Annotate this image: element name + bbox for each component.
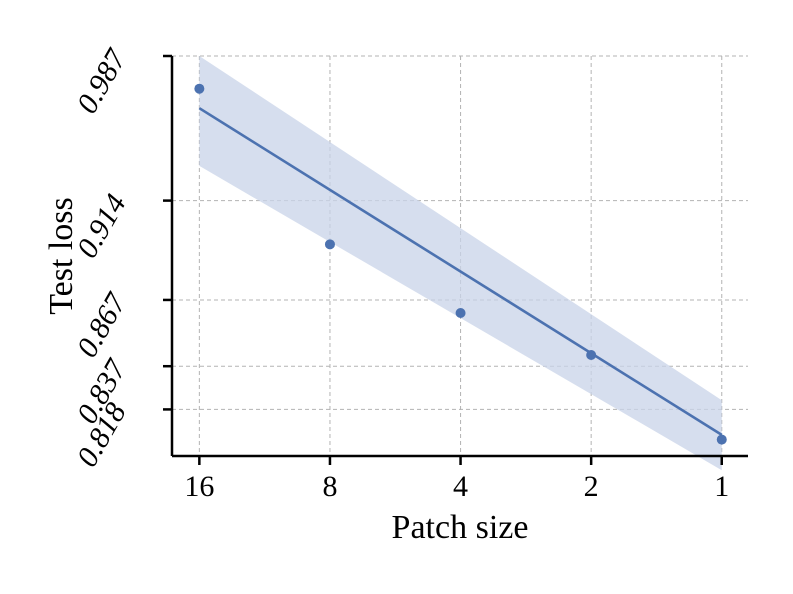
y-axis-label: Test loss xyxy=(43,197,80,315)
x-axis-label: Patch size xyxy=(392,509,529,546)
data-point-0 xyxy=(194,83,205,94)
x-tick-label: 4 xyxy=(453,470,468,503)
x-tick-label: 16 xyxy=(184,470,214,503)
confidence-band xyxy=(199,56,722,471)
x-axis-ticks: 16 8 4 2 1 xyxy=(184,456,729,503)
x-tick-label: 8 xyxy=(322,470,337,503)
data-point-2 xyxy=(455,308,466,319)
data-points xyxy=(194,83,727,445)
x-tick-label: 2 xyxy=(584,470,599,503)
fit-line xyxy=(198,107,723,436)
y-tick-label: 0.987 xyxy=(70,42,133,119)
data-point-4 xyxy=(716,434,727,445)
data-point-3 xyxy=(586,350,597,361)
x-tick-label: 1 xyxy=(714,470,729,503)
data-point-1 xyxy=(324,239,335,250)
